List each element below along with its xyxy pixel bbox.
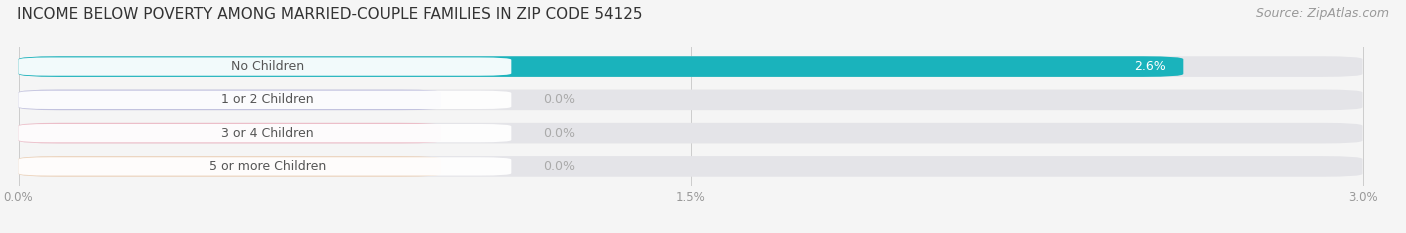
Text: 1 or 2 Children: 1 or 2 Children [221,93,314,106]
Text: 5 or more Children: 5 or more Children [208,160,326,173]
FancyBboxPatch shape [18,123,1362,144]
FancyBboxPatch shape [18,89,441,110]
Text: No Children: No Children [231,60,304,73]
FancyBboxPatch shape [18,56,1184,77]
Text: 3 or 4 Children: 3 or 4 Children [221,127,314,140]
Text: 0.0%: 0.0% [543,160,575,173]
FancyBboxPatch shape [18,56,1362,77]
FancyBboxPatch shape [18,156,1362,177]
FancyBboxPatch shape [18,157,512,176]
FancyBboxPatch shape [18,89,1362,110]
FancyBboxPatch shape [18,156,441,177]
Text: 0.0%: 0.0% [543,127,575,140]
FancyBboxPatch shape [18,91,512,109]
FancyBboxPatch shape [18,124,512,142]
Text: 0.0%: 0.0% [543,93,575,106]
FancyBboxPatch shape [18,123,441,144]
Text: INCOME BELOW POVERTY AMONG MARRIED-COUPLE FAMILIES IN ZIP CODE 54125: INCOME BELOW POVERTY AMONG MARRIED-COUPL… [17,7,643,22]
Text: 2.6%: 2.6% [1133,60,1166,73]
FancyBboxPatch shape [18,57,512,76]
Text: Source: ZipAtlas.com: Source: ZipAtlas.com [1256,7,1389,20]
